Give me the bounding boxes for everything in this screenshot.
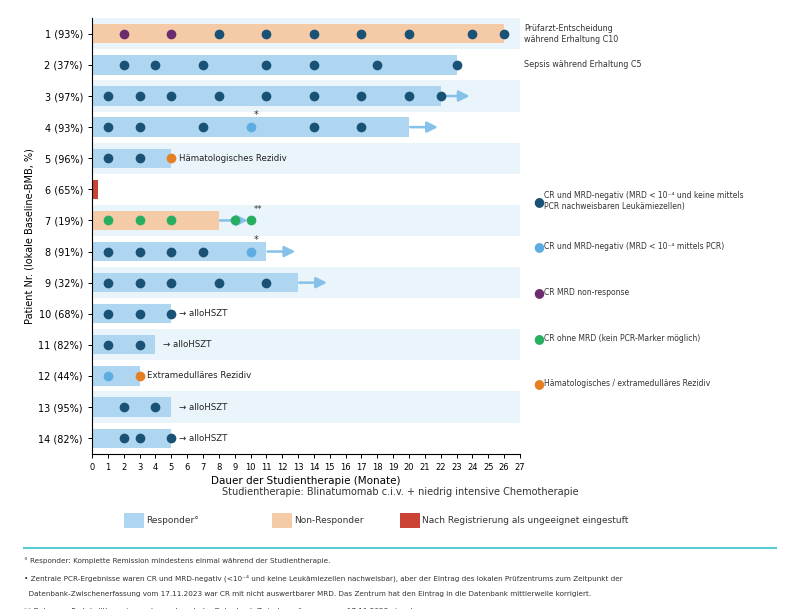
Text: CR MRD non-response: CR MRD non-response <box>544 288 629 297</box>
Bar <box>92 211 219 230</box>
Text: Studientherapie: Blinatumomab c.i.v. + niedrig intensive Chemotherapie: Studientherapie: Blinatumomab c.i.v. + n… <box>222 487 578 497</box>
Bar <box>92 80 520 111</box>
Bar <box>92 366 139 385</box>
Bar <box>92 398 171 417</box>
Bar <box>92 267 520 298</box>
Text: Sepsis während Erhaltung C5: Sepsis während Erhaltung C5 <box>524 60 642 69</box>
Text: Extramedulläres Rezidiv: Extramedulläres Rezidiv <box>147 371 252 381</box>
Text: → alloHSZT: → alloHSZT <box>163 340 212 350</box>
Bar <box>92 236 520 267</box>
Text: Hämatologisches / extramedulläres Rezidiv: Hämatologisches / extramedulläres Rezidi… <box>544 379 710 389</box>
Text: ●: ● <box>534 241 545 253</box>
Bar <box>92 86 441 106</box>
Bar <box>92 423 520 454</box>
Text: ●: ● <box>534 195 545 208</box>
Text: Non-Responder: Non-Responder <box>294 516 364 525</box>
Bar <box>92 174 520 205</box>
Text: ●: ● <box>534 286 545 299</box>
Bar <box>92 118 409 137</box>
Bar <box>92 143 520 174</box>
Bar <box>92 329 520 361</box>
Text: CR ohne MRD (kein PCR-Marker möglich): CR ohne MRD (kein PCR-Marker möglich) <box>544 334 700 343</box>
Bar <box>92 205 520 236</box>
Text: Datenbank-Zwischenerfassung vom 17.11.2023 war CR mit nicht auswertbarer MRD. Da: Datenbank-Zwischenerfassung vom 17.11.20… <box>24 591 591 597</box>
Bar <box>92 298 520 329</box>
Y-axis label: Patient Nr. (lokale Baseline-BMB, %): Patient Nr. (lokale Baseline-BMB, %) <box>24 148 34 324</box>
Bar <box>92 242 266 261</box>
Bar <box>92 24 504 43</box>
Bar <box>92 149 171 168</box>
Text: Nach Registrierung als ungeeignet eingestuft: Nach Registrierung als ungeeignet einges… <box>422 516 629 525</box>
Text: → alloHSZT: → alloHSZT <box>179 434 227 443</box>
Text: *: * <box>254 110 258 121</box>
Text: → alloHSZT: → alloHSZT <box>179 309 227 319</box>
Bar <box>92 55 457 74</box>
Text: CR und MRD-negativ (MRD < 10⁻⁴ mittels PCR): CR und MRD-negativ (MRD < 10⁻⁴ mittels P… <box>544 242 724 252</box>
Text: Hämatologisches Rezidiv: Hämatologisches Rezidiv <box>179 153 287 163</box>
Bar <box>92 304 171 323</box>
Bar <box>92 180 98 199</box>
Text: **: ** <box>254 205 262 214</box>
Text: Prüfarzt-Entscheidung
während Erhaltung C10: Prüfarzt-Entscheidung während Erhaltung … <box>524 24 618 43</box>
Bar <box>92 392 520 423</box>
Bar <box>92 361 520 392</box>
Text: ° Responder: Komplette Remission mindestens einmal während der Studientherapie.: ° Responder: Komplette Remission mindest… <box>24 557 330 564</box>
Bar <box>92 273 298 292</box>
Bar <box>92 49 520 80</box>
Bar <box>92 18 520 49</box>
Bar <box>92 335 155 354</box>
Text: *: * <box>254 234 258 245</box>
Bar <box>92 111 520 143</box>
Bar <box>92 429 171 448</box>
Text: • Zentrale PCR-Ergebnisse waren CR und MRD-negativ (<10⁻⁴ und keine Leukämiezell: • Zentrale PCR-Ergebnisse waren CR und M… <box>24 574 622 582</box>
X-axis label: Dauer der Studientherapie (Monate): Dauer der Studientherapie (Monate) <box>211 476 401 486</box>
Text: Responder°: Responder° <box>146 516 199 525</box>
Text: → alloHSZT: → alloHSZT <box>179 403 227 412</box>
Text: ●: ● <box>534 332 545 345</box>
Text: ●: ● <box>534 378 545 390</box>
Text: CR und MRD-negativ (MRD < 10⁻⁴ und keine mittels
PCR nachweisbaren Leukämiezelle: CR und MRD-negativ (MRD < 10⁻⁴ und keine… <box>544 191 744 211</box>
Text: ** Daten zur Protokolltherapie wurden erst nach der Datenbank-Zwischenerfassung : ** Daten zur Protokolltherapie wurden er… <box>24 608 437 609</box>
